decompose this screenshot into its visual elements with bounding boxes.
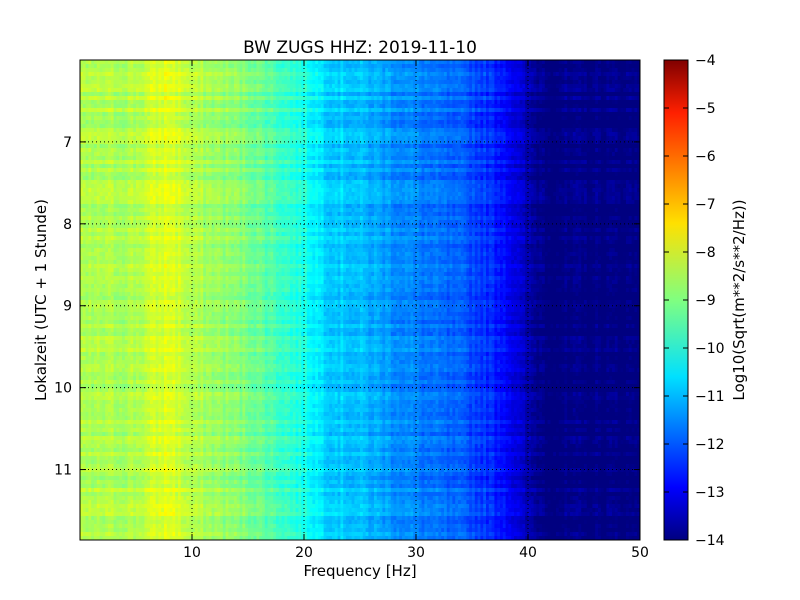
spectrogram-heatmap <box>80 60 641 541</box>
chart-title: BW ZUGS HHZ: 2019-11-10 <box>243 38 477 58</box>
